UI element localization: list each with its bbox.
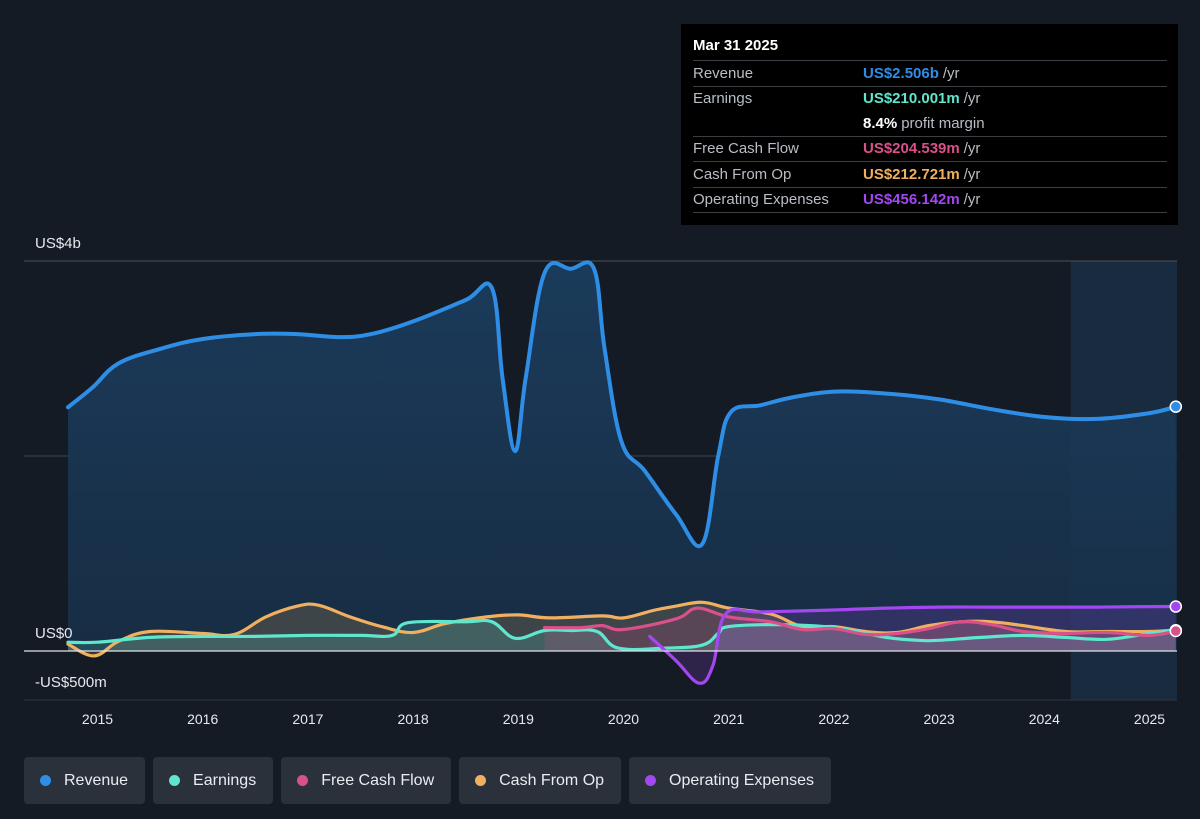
tooltip-row-label: Free Cash Flow [693,140,799,158]
series-endpoint-free-cash-flow[interactable] [1169,624,1183,638]
tooltip-row-label: Operating Expenses [693,191,829,209]
chart-legend: Revenue Earnings Free Cash Flow Cash From O… [24,757,832,804]
x-tick-label: 2019 [503,711,534,727]
series-endpoint-revenue[interactable] [1169,400,1183,413]
legend-dot-icon [297,775,309,786]
series-area-free-cash-flow [544,608,1176,651]
tooltip-row-value: US$204.539m [863,140,960,158]
series-endpoint-operating-expenses[interactable] [1169,600,1183,613]
x-tick-label: 2022 [818,711,849,727]
legend-dot-icon [40,775,51,786]
legend-item-operating-expenses[interactable]: Operating Expenses [629,757,832,804]
tooltip-row: 8.4% profit margin [693,111,1167,136]
tooltip-row-label: Revenue [693,64,754,82]
x-tick-label: 2015 [82,711,113,727]
tooltip-row-value: US$210.001m [863,90,960,108]
legend-item-label: Cash From Op [499,771,605,789]
x-tick-label: 2025 [1134,711,1165,727]
x-tick-label: 2024 [1029,711,1060,727]
legend-dot-icon [645,775,657,786]
tooltip-row-unit: profit margin [901,114,985,132]
x-tick-label: 2021 [713,711,744,727]
tooltip-row-value: US$212.721m [863,165,960,183]
tooltip-row-unit: /yr [963,90,981,108]
tooltip-row: Free Cash Flow US$204.539m/yr [693,135,1167,162]
tooltip-row: Operating Expenses US$456.142m/yr [693,186,1167,213]
tooltip-row-unit: /yr [963,165,981,183]
tooltip-panel: Mar 31 2025 Revenue US$2.506b/yr Earnings U… [681,24,1178,225]
legend-dot-icon [475,775,487,786]
tooltip-row-label: Cash From Op [693,165,792,183]
y-axis-label: -US$500m [35,674,107,691]
tooltip-row-unit: /yr [963,140,981,158]
legend-item-label: Revenue [64,771,129,789]
series-line-operating-expenses [648,604,1178,685]
legend-item-label: Earnings [193,771,257,789]
legend-item-revenue[interactable]: Revenue [24,757,146,804]
x-tick-label: 2020 [608,711,639,727]
tooltip-row: Revenue US$2.506b/yr [693,60,1167,86]
x-tick-label: 2018 [398,711,429,727]
tooltip-row: Earnings US$210.001m/yr [693,85,1167,112]
legend-item-free-cash-flow[interactable]: Free Cash Flow [281,757,452,804]
tooltip-row-unit: /yr [942,64,960,82]
legend-dot-icon [169,775,181,786]
x-tick-label: 2017 [292,711,323,727]
tooltip-date: Mar 31 2025 [693,37,779,54]
legend-item-cash-from-op[interactable]: Cash From Op [459,757,622,804]
tooltip-row-label: Earnings [693,90,753,108]
y-axis-label: US$0 [35,625,73,642]
tooltip-row-value: 8.4% [863,114,898,132]
legend-item-earnings[interactable]: Earnings [153,757,274,804]
tooltip-row: Cash From Op US$212.721m/yr [693,161,1167,187]
tooltip-row-value: US$456.142m [863,191,960,209]
tooltip-row-unit: /yr [963,191,981,209]
series-line-revenue [66,260,1178,549]
legend-item-label: Operating Expenses [669,771,815,789]
series-line-earnings [66,618,1178,652]
series-area-earnings [68,620,1176,651]
y-axis-label: US$4b [35,235,81,252]
series-area-revenue [68,262,1176,651]
legend-item-label: Free Cash Flow [321,771,435,789]
series-line-free-cash-flow [543,606,1178,638]
tooltip-row-value: US$2.506b [863,64,939,82]
x-tick-label: 2023 [924,711,955,727]
x-tick-label: 2016 [187,711,218,727]
